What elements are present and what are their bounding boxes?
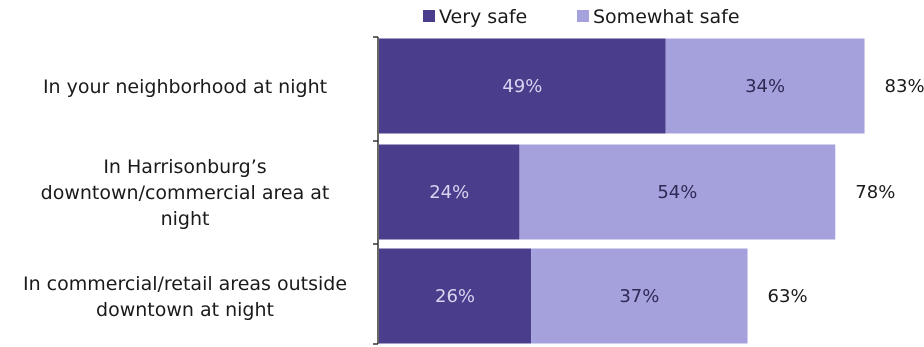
legend-item: Very safe bbox=[423, 6, 527, 28]
total-label: 63% bbox=[768, 286, 808, 307]
bar-group: 49% 34% 83% 24% 54% 78% 26% 37% 63% bbox=[379, 38, 924, 344]
legend-label: Very safe bbox=[439, 6, 527, 28]
bar-segment bbox=[531, 248, 748, 344]
bar-segment bbox=[379, 144, 520, 240]
data-label: 49% bbox=[502, 76, 542, 97]
category-label: In commercial/retail areas outside downto… bbox=[23, 273, 347, 321]
bar-segment bbox=[379, 248, 532, 344]
total-label: 78% bbox=[855, 182, 895, 203]
bar-segment bbox=[379, 38, 666, 134]
category-label: In Harrisonburg’s downtown/commercial are… bbox=[41, 156, 330, 230]
chart-legend: Very safe Somewhat safe bbox=[423, 6, 740, 28]
bar-segment bbox=[519, 144, 836, 240]
bar-segment bbox=[665, 38, 865, 134]
data-label: 37% bbox=[619, 286, 659, 307]
category-axis bbox=[373, 36, 379, 345]
data-label: 26% bbox=[435, 286, 475, 307]
legend-swatch bbox=[577, 10, 589, 22]
category-label: In your neighborhood at night bbox=[43, 76, 327, 98]
total-label: 83% bbox=[885, 76, 924, 97]
data-label: 54% bbox=[657, 182, 697, 203]
data-label: 24% bbox=[429, 182, 469, 203]
legend-label: Somewhat safe bbox=[593, 6, 740, 28]
data-label: 34% bbox=[745, 76, 785, 97]
legend-item: Somewhat safe bbox=[577, 6, 740, 28]
category-labels: In your neighborhood at night In Harrison… bbox=[23, 76, 347, 321]
legend-swatch bbox=[423, 10, 435, 22]
